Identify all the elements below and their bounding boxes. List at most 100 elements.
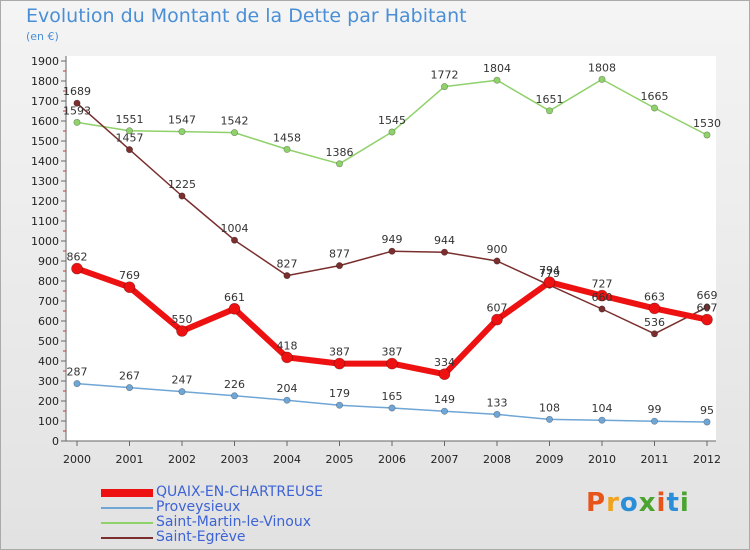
y-tick-label: 700	[38, 295, 59, 308]
data-label: 1593	[63, 104, 91, 117]
data-point	[73, 99, 81, 107]
legend-label: Saint-Martin-le-Vinoux	[156, 514, 311, 530]
data-point	[335, 401, 343, 409]
data-label: 1665	[641, 90, 669, 103]
data-label: 133	[487, 396, 508, 409]
x-tick-label: 2007	[431, 453, 459, 466]
data-point	[701, 313, 713, 326]
data-label: 669	[697, 289, 718, 302]
y-tick-label: 300	[38, 375, 59, 388]
data-point	[283, 145, 291, 153]
data-point	[440, 83, 448, 91]
data-label: 536	[644, 316, 665, 329]
data-label: 1551	[116, 113, 144, 126]
y-tick-label: 1700	[31, 95, 59, 108]
data-label: 1004	[221, 222, 249, 235]
logo-letter: o	[619, 488, 639, 518]
data-label: 949	[382, 233, 403, 246]
data-label: 663	[644, 290, 665, 303]
data-point	[283, 272, 291, 280]
data-point	[543, 276, 556, 289]
data-point	[648, 302, 661, 315]
data-point	[388, 247, 396, 255]
data-point	[178, 192, 186, 200]
data-label: 334	[434, 356, 455, 369]
data-label: 1808	[588, 61, 616, 74]
data-label: 1542	[221, 115, 249, 128]
data-label: 607	[697, 302, 718, 315]
data-point	[493, 76, 501, 84]
y-tick-label: 1400	[31, 155, 59, 168]
data-label: 1530	[693, 117, 721, 130]
data-label: 204	[277, 382, 298, 395]
data-point	[440, 248, 448, 256]
logo-letter: i	[656, 488, 667, 518]
data-point	[438, 368, 451, 381]
data-point	[126, 146, 134, 154]
data-label: 661	[224, 291, 245, 304]
data-point	[386, 357, 398, 370]
legend-label: Saint-Egrève	[156, 529, 246, 545]
data-point	[178, 128, 186, 136]
data-label: 1689	[63, 85, 91, 98]
data-label: 862	[67, 251, 88, 264]
data-label: 794	[539, 264, 560, 277]
data-point	[73, 118, 81, 126]
data-label: 1545	[378, 114, 406, 127]
x-tick-label: 2003	[221, 453, 249, 466]
y-tick-label: 1600	[31, 115, 59, 128]
data-point	[493, 257, 501, 265]
data-label: 247	[172, 374, 193, 387]
data-label: 99	[648, 403, 662, 416]
data-label: 660	[592, 291, 613, 304]
data-label: 267	[119, 370, 140, 383]
legend-swatch	[101, 507, 153, 509]
data-label: 418	[277, 339, 298, 352]
data-label: 1458	[273, 131, 301, 144]
data-point	[650, 417, 658, 425]
data-point	[650, 104, 658, 112]
x-tick-label: 2005	[326, 453, 354, 466]
data-point	[493, 410, 501, 418]
y-tick-label: 1800	[31, 75, 59, 88]
data-label: 387	[382, 346, 403, 359]
y-tick-label: 1900	[31, 55, 59, 68]
data-point	[126, 384, 134, 392]
data-point	[335, 262, 343, 270]
x-tick-label: 2004	[273, 453, 301, 466]
data-label: 1225	[168, 178, 196, 191]
data-point	[650, 330, 658, 338]
x-tick-label: 2000	[63, 453, 91, 466]
x-tick-label: 2012	[693, 453, 721, 466]
data-label: 607	[487, 302, 508, 315]
logo-letter: r	[606, 488, 620, 518]
legend-label: QUAIX-EN-CHARTREUSE	[156, 484, 323, 500]
y-tick-label: 1200	[31, 195, 59, 208]
logo-letter: P	[586, 488, 607, 518]
data-point	[598, 416, 606, 424]
data-point	[388, 128, 396, 136]
data-point	[178, 388, 186, 396]
data-label: 165	[382, 390, 403, 403]
data-point	[703, 418, 711, 426]
x-tick-label: 2001	[116, 453, 144, 466]
data-point	[231, 236, 239, 244]
data-label: 179	[329, 387, 350, 400]
data-point	[281, 351, 293, 364]
data-label: 727	[592, 278, 613, 291]
data-point	[440, 407, 448, 415]
logo-letter: t	[666, 488, 680, 518]
data-point	[598, 75, 606, 83]
data-point	[491, 313, 503, 326]
data-point	[596, 289, 608, 302]
y-tick-label: 1100	[31, 215, 59, 228]
data-point	[231, 392, 239, 400]
x-tick-label: 2010	[588, 453, 616, 466]
y-tick-label: 1000	[31, 235, 59, 248]
data-point	[545, 107, 553, 115]
data-label: 1651	[536, 93, 564, 106]
y-tick-label: 800	[38, 275, 59, 288]
data-point	[283, 396, 291, 404]
